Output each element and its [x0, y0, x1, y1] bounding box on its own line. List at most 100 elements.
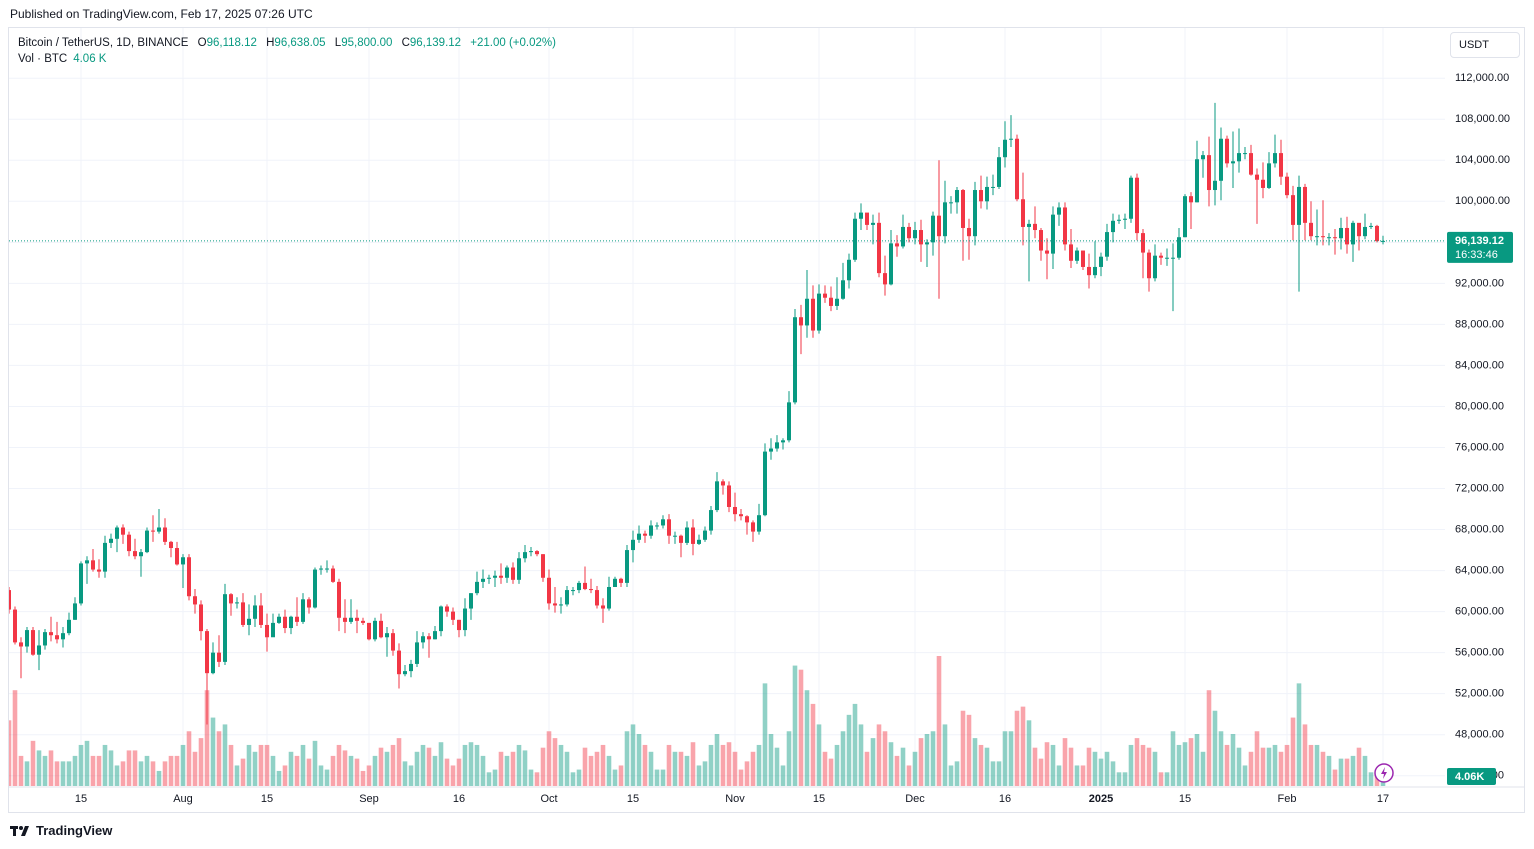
volume-bar	[792, 665, 798, 786]
y-tick-label: 68,000.00	[1455, 523, 1504, 535]
volume-bar	[660, 769, 666, 786]
candle-body	[1195, 159, 1199, 203]
volume-bar	[264, 744, 270, 786]
candle-body	[37, 645, 41, 655]
volume-bar	[1026, 720, 1032, 786]
volume-bar	[12, 690, 18, 786]
volume-bar	[510, 751, 516, 786]
volume-bar	[1248, 751, 1254, 786]
candle-body	[133, 551, 137, 557]
volume-bar	[864, 751, 870, 786]
candle-body	[187, 557, 191, 597]
volume-bar	[756, 744, 762, 786]
candle-body	[1303, 186, 1307, 223]
candle-body	[1081, 250, 1085, 267]
candle-body	[343, 617, 347, 622]
volume-bar	[780, 765, 786, 786]
volume-bar	[1080, 765, 1086, 786]
candle-body	[1309, 222, 1313, 237]
volume-bar	[96, 755, 102, 786]
x-tick-label: 17	[1377, 793, 1389, 805]
candle-body	[1267, 163, 1271, 188]
candle-body	[541, 554, 545, 578]
candle-body	[427, 636, 431, 640]
volume-bar	[582, 747, 588, 786]
candle-body	[487, 577, 491, 579]
candle-body	[103, 542, 107, 572]
candle-body	[817, 293, 821, 331]
volume-bar	[594, 751, 600, 786]
volume-bar	[690, 742, 696, 786]
volume-bar	[252, 751, 258, 786]
volume-bar	[930, 731, 936, 786]
volume-bar	[1224, 744, 1230, 786]
candle-body	[1321, 236, 1325, 238]
volume-bar	[996, 761, 1002, 786]
x-tick-label: Aug	[173, 793, 193, 805]
l-value: 95,800.00	[341, 37, 393, 49]
volume-bar	[870, 738, 876, 786]
volume-bar	[408, 765, 414, 786]
x-tick-label: 15	[1179, 793, 1191, 805]
volume-bar	[1116, 772, 1122, 786]
candle-body	[127, 534, 131, 552]
c-value: 96,139.12	[409, 37, 462, 49]
candle-body	[361, 620, 365, 623]
candle-body	[673, 535, 677, 537]
volume-bar	[1230, 734, 1236, 786]
replay-icon	[1381, 767, 1387, 779]
candle-body	[691, 527, 695, 544]
volume-bar	[1314, 744, 1320, 786]
candle-body	[115, 527, 119, 539]
candle-body	[397, 650, 401, 675]
candle-body	[373, 620, 377, 640]
volume-bar	[1020, 706, 1026, 786]
candle-body	[751, 522, 755, 532]
volume-bar	[588, 755, 594, 786]
candle-body	[439, 606, 443, 632]
candle-body	[577, 582, 581, 591]
candle-body	[355, 617, 359, 621]
candle-body	[367, 622, 371, 640]
volume-bar	[1236, 747, 1242, 786]
candle-body	[793, 317, 797, 403]
volume-bar	[720, 744, 726, 786]
volume-bar	[1326, 755, 1332, 786]
volume-bar	[1152, 751, 1158, 786]
candle-body	[1117, 219, 1121, 221]
symbol: Bitcoin / TetherUS, 1D, BINANCE	[18, 37, 189, 49]
h-value: 96,638.05	[274, 37, 326, 49]
candle-body	[619, 578, 623, 583]
candle-body	[943, 202, 947, 237]
candle-body	[889, 243, 893, 285]
volume-bar	[240, 758, 246, 786]
volume-bar	[324, 769, 330, 786]
candle-body	[463, 608, 467, 631]
replay-button[interactable]	[1374, 763, 1394, 783]
y-tick-label: 76,000.00	[1455, 441, 1504, 453]
candle-body	[937, 215, 941, 237]
candle-body	[655, 525, 659, 527]
candle-body	[313, 569, 317, 608]
o-label: O	[197, 37, 207, 49]
volume-bar	[114, 765, 120, 786]
volume-bar	[1008, 731, 1014, 786]
volume-bar	[810, 703, 816, 786]
candle-body	[1201, 155, 1205, 160]
candle-body	[835, 298, 839, 306]
candle-body	[1255, 174, 1259, 180]
candle-body	[1153, 255, 1157, 279]
candle-body	[403, 671, 407, 675]
volume-bar	[372, 755, 378, 786]
currency-button[interactable]: USDT	[1450, 32, 1520, 58]
volume-bar	[1284, 744, 1290, 786]
volume-bar	[846, 714, 852, 786]
volume-bar	[54, 761, 60, 786]
candle-body	[907, 226, 911, 239]
candle-body	[1075, 250, 1079, 261]
volume-bar	[480, 755, 486, 786]
volume-bar	[9, 720, 12, 786]
volume-bar	[354, 758, 360, 786]
candle-body	[739, 514, 743, 517]
candle-body	[445, 606, 449, 612]
